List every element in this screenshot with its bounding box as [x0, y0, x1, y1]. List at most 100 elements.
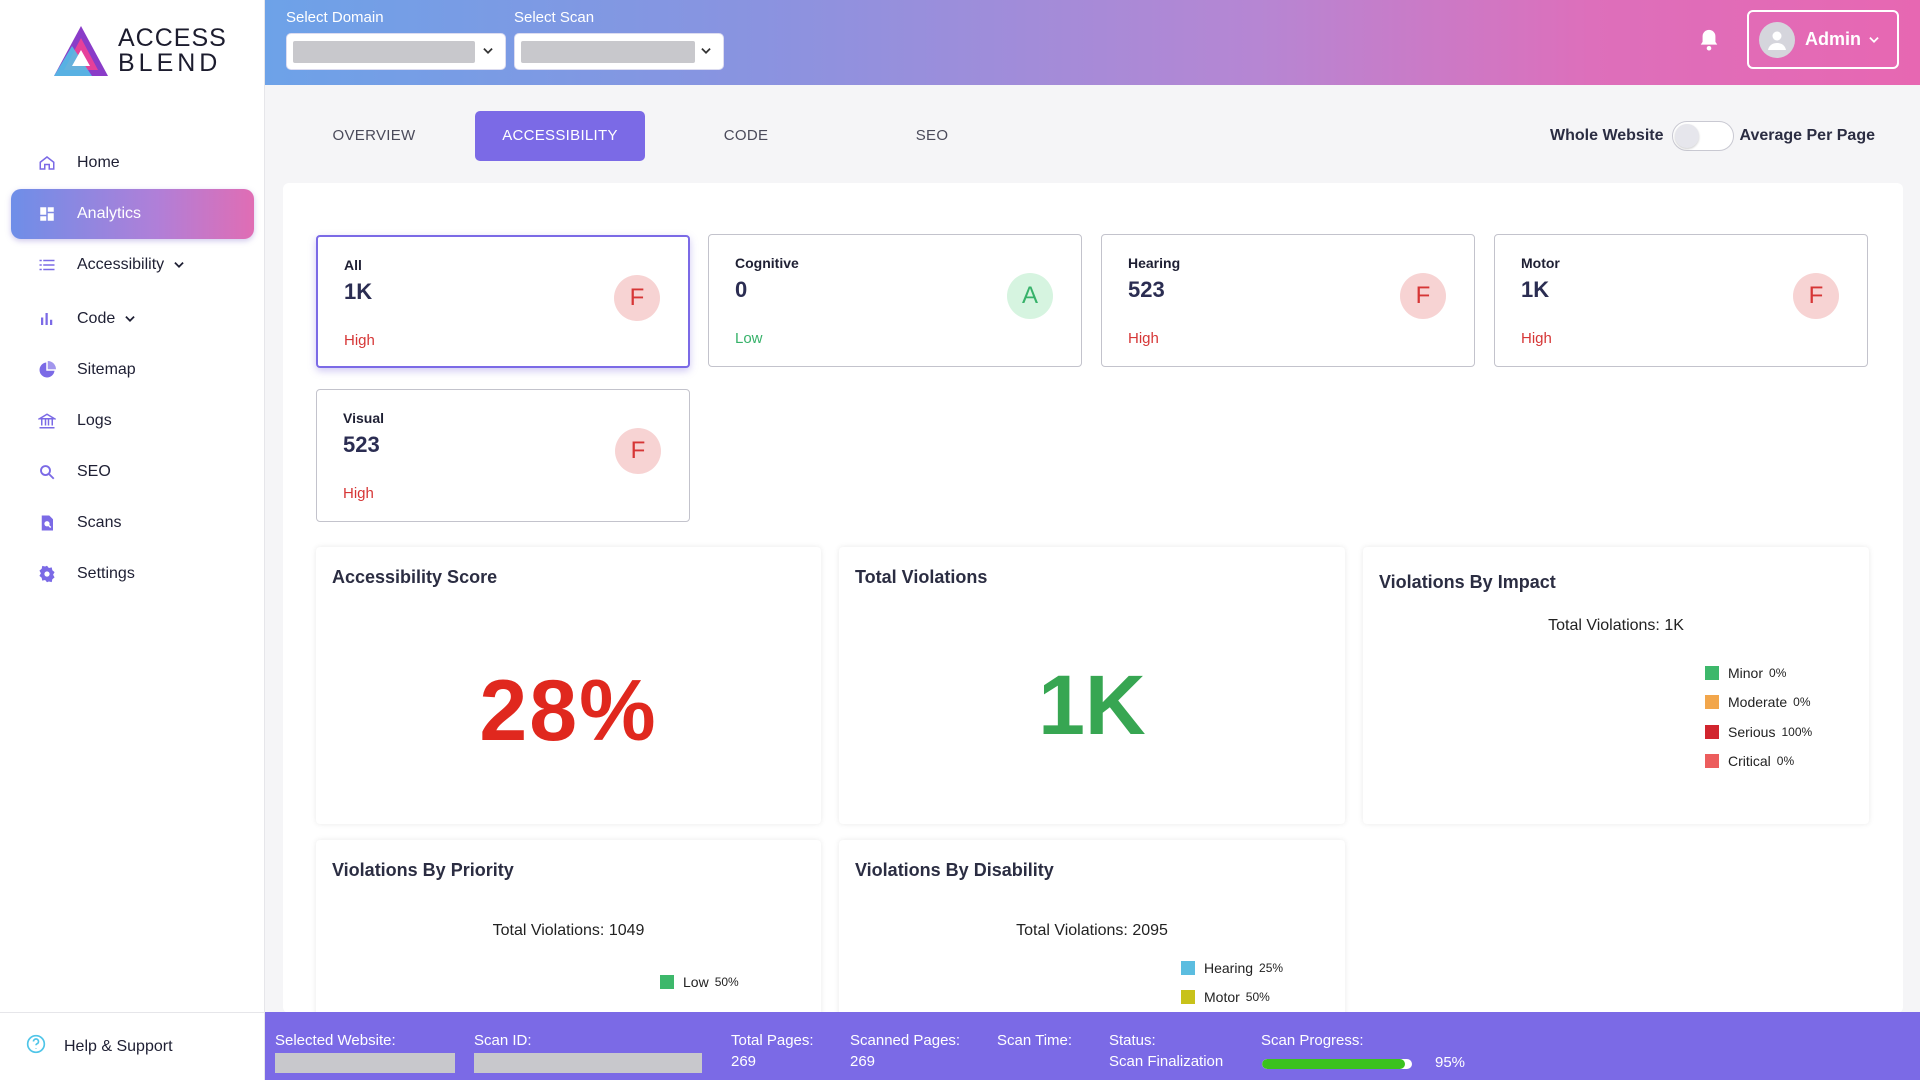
accessibility-score-value: 28% [479, 663, 658, 759]
tab-accessibility[interactable]: ACCESSIBILITY [475, 111, 645, 161]
status-value: Scan Finalization [1109, 1053, 1224, 1070]
card-value: 1K [344, 279, 373, 304]
status-scanned-pages: Scanned Pages: 269 [850, 1032, 960, 1070]
status-value: 269 [850, 1053, 876, 1070]
sidebar-item-accessibility[interactable]: Accessibility [11, 240, 254, 290]
legend-item-low[interactable]: Low 50% [660, 967, 739, 997]
legend-label: Moderate [1728, 694, 1788, 711]
disability-card-hearing[interactable]: Hearing 523 High F [1101, 234, 1475, 367]
status-scan-time: Scan Time: [997, 1032, 1072, 1049]
chevron-down-icon [172, 258, 186, 272]
status-label: Scanned Pages: [850, 1032, 961, 1049]
grade-badge: A [1007, 273, 1053, 319]
help-support-label: Help & Support [64, 1037, 173, 1055]
brand-line-2: BLEND [118, 49, 222, 77]
card-level: High [344, 332, 375, 349]
priority-legend: Low 50% [660, 967, 739, 997]
legend-item-serious[interactable]: Serious 100% [1705, 717, 1812, 747]
total-violations-line: Total Violations: 2095 [1016, 922, 1168, 939]
sidebar-item-analytics[interactable]: Analytics [11, 189, 254, 239]
sidebar-item-label: Logs [77, 412, 112, 429]
toggle-label-average-per-page: Average Per Page [1739, 127, 1875, 144]
scan-progress-bar [1262, 1059, 1412, 1069]
legend-label: Minor [1728, 664, 1764, 681]
select-domain-dropdown[interactable] [286, 33, 506, 70]
sidebar-item-logs[interactable]: Logs [11, 396, 254, 446]
legend-item-moderate[interactable]: Moderate 0% [1705, 688, 1812, 718]
disability-card-motor[interactable]: Motor 1K High F [1494, 234, 1868, 367]
total-violations-line: Total Violations: 1049 [492, 922, 645, 939]
tab-code[interactable]: CODE [723, 127, 769, 144]
sidebar-item-home[interactable]: Home [11, 138, 254, 188]
grade-badge: F [615, 428, 661, 474]
legend-pct: 100% [1781, 724, 1813, 739]
legend-label: Hearing [1204, 959, 1254, 976]
card-level: High [1521, 330, 1552, 347]
disability-card-cognitive[interactable]: Cognitive 0 Low A [708, 234, 1082, 367]
gear-icon [37, 564, 57, 584]
sidebar-item-label: Sitemap [77, 361, 136, 378]
grade-badge: F [614, 275, 660, 321]
sidebar-item-code[interactable]: Code [11, 294, 254, 344]
card-name: All [344, 257, 362, 273]
notification-bell-icon[interactable] [1698, 28, 1720, 57]
sidebar-item-sitemap[interactable]: Sitemap [11, 345, 254, 395]
card-title: Violations By Priority [332, 860, 514, 880]
status-selected-website: Selected Website: [275, 1032, 455, 1073]
tab-overview[interactable]: OVERVIEW [332, 127, 416, 144]
user-menu-button[interactable]: Admin [1747, 10, 1899, 69]
dashboard-icon [37, 204, 57, 224]
view-mode-toggle[interactable] [1671, 121, 1734, 151]
sidebar-item-label: SEO [77, 463, 111, 480]
legend-swatch [1181, 990, 1195, 1005]
card-name: Cognitive [735, 255, 799, 271]
logo-mark-icon [54, 26, 108, 76]
violations-by-priority-card: Violations By Priority Total Violations:… [316, 840, 821, 1013]
select-scan-dropdown[interactable] [514, 33, 724, 70]
top-header: Select Domain Select Scan Admin [265, 0, 1920, 85]
legend-pct: 50% [714, 974, 739, 989]
select-domain-label: Select Domain [286, 9, 384, 26]
legend-label: Serious [1728, 723, 1776, 740]
disability-card-all[interactable]: All 1K High F [316, 235, 690, 368]
brand-logo[interactable]: ACCESS BLEND [52, 24, 227, 78]
legend-swatch [1181, 960, 1195, 975]
legend-item-critical[interactable]: Critical 0% [1705, 747, 1812, 777]
card-title: Violations By Impact [1379, 572, 1556, 592]
card-title: Total Violations [855, 567, 988, 587]
grade-badge: F [1400, 273, 1446, 319]
sidebar-item-seo[interactable]: SEO [11, 447, 254, 497]
scan-icon [37, 513, 57, 533]
card-level: High [1128, 330, 1159, 347]
status-label: Scan Progress: [1261, 1032, 1364, 1049]
legend-item-minor[interactable]: Minor 0% [1705, 658, 1812, 688]
sidebar-item-label: Accessibility [77, 256, 165, 273]
chevron-down-icon [699, 44, 713, 63]
status-scan-id: Scan ID: [474, 1032, 702, 1073]
legend-item-motor[interactable]: Motor 50% [1181, 983, 1283, 1013]
sidebar-item-settings[interactable]: Settings [11, 549, 254, 599]
legend-label: Low [683, 973, 709, 990]
search-icon [37, 462, 57, 482]
sidebar-item-scans[interactable]: Scans [11, 498, 254, 548]
card-name: Hearing [1128, 255, 1181, 271]
disability-card-visual[interactable]: Visual 523 High F [316, 389, 690, 522]
help-support-link[interactable]: Help & Support [0, 1012, 265, 1080]
tab-seo[interactable]: SEO [915, 127, 949, 144]
status-state: Status: Scan Finalization [1109, 1032, 1223, 1070]
grade-badge: F [1793, 273, 1839, 319]
home-icon [37, 153, 57, 173]
scan-status-bar: Selected Website: Scan ID: Total Pages: … [265, 1012, 1920, 1080]
status-value: 269 [731, 1053, 757, 1070]
legend-item-hearing[interactable]: Hearing 25% [1181, 953, 1283, 983]
status-label: Scan Time: [997, 1032, 1073, 1049]
selected-website-value [275, 1053, 455, 1073]
impact-legend: Minor 0% Moderate 0% Serious 100% Critical 0… [1705, 658, 1812, 776]
status-label: Scan ID: [474, 1032, 532, 1049]
total-violations-value: 1K [1038, 658, 1146, 752]
violations-by-impact-card: Violations By Impact Total Violations: 1… [1363, 547, 1869, 824]
scan-progress-fill [1262, 1059, 1405, 1069]
select-scan-value [521, 41, 695, 63]
view-mode-toggle-group: Whole Website Average Per Page [1550, 121, 1875, 151]
sidebar-nav: Home Analytics Accessibility Code [11, 138, 254, 600]
